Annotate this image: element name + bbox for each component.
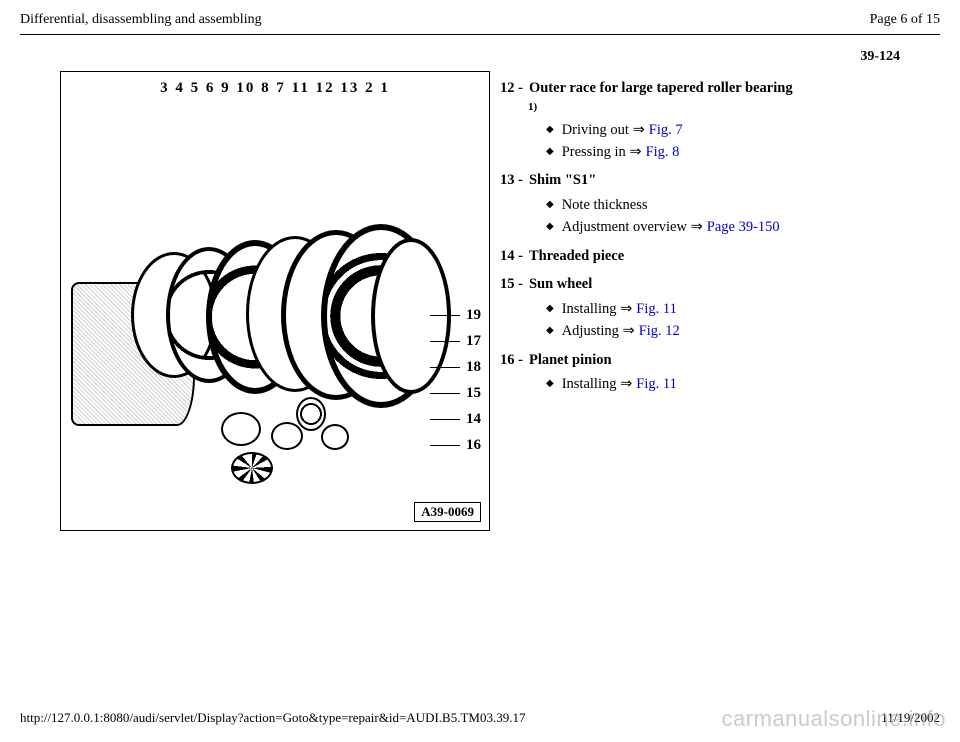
footer-url: http://127.0.0.1:8080/audi/servlet/Displ… — [20, 710, 525, 726]
figure-top-callouts: 3 4 5 6 9 10 8 7 11 12 13 2 1 — [61, 80, 489, 97]
figure-id-box: A39-0069 — [414, 502, 481, 522]
figure-drawing — [71, 102, 431, 462]
figure-callout: 18 — [430, 354, 481, 380]
parts-sublist-item: Adjusting ⇒ Fig. 12 — [546, 320, 900, 342]
doc-title: Differential, disassembling and assembli… — [20, 12, 262, 28]
parts-sublist-item: Installing ⇒ Fig. 11 — [546, 298, 900, 320]
watermark: carmanualsonline.info — [721, 706, 946, 732]
arrow-icon: ⇒ — [629, 144, 645, 160]
header-rule — [20, 34, 940, 35]
parts-list: 12 -Outer race for large tapered roller … — [500, 71, 900, 531]
parts-list-item: 16 -Planet pinion — [500, 349, 900, 371]
reference-link[interactable]: Fig. 11 — [636, 376, 677, 392]
reference-link[interactable]: Fig. 7 — [649, 122, 683, 138]
reference-link[interactable]: Fig. 11 — [636, 301, 677, 317]
section-number: 39-124 — [20, 49, 900, 65]
parts-list-item: 15 -Sun wheel — [500, 273, 900, 295]
figure-callout: 14 — [430, 406, 481, 432]
figure-callout: 19 — [430, 302, 481, 328]
parts-sublist-item: Pressing in ⇒ Fig. 8 — [546, 141, 900, 163]
figure-callout: 16 — [430, 432, 481, 458]
parts-list-item: 14 -Threaded piece — [500, 245, 900, 267]
parts-sublist-item: Adjustment overview ⇒ Page 39-150 — [546, 216, 900, 238]
reference-link[interactable]: Fig. 12 — [639, 323, 680, 339]
exploded-figure: 3 4 5 6 9 10 8 7 11 12 13 2 1 1917181514… — [60, 71, 490, 531]
parts-sublist-item: Driving out ⇒ Fig. 7 — [546, 119, 900, 141]
figure-side-callouts: 191718151416 — [430, 302, 481, 458]
parts-sublist: Installing ⇒ Fig. 11 — [546, 373, 900, 395]
arrow-icon: ⇒ — [623, 323, 639, 339]
reference-link[interactable]: Page 39-150 — [707, 219, 780, 235]
figure-callout: 17 — [430, 328, 481, 354]
figure-callout: 15 — [430, 380, 481, 406]
page-counter: Page 6 of 15 — [870, 12, 940, 28]
parts-sublist: Installing ⇒ Fig. 11Adjusting ⇒ Fig. 12 — [546, 298, 900, 343]
reference-link[interactable]: Fig. 8 — [646, 144, 680, 160]
parts-sublist: Driving out ⇒ Fig. 7Pressing in ⇒ Fig. 8 — [546, 119, 900, 164]
parts-sublist: Note thicknessAdjustment overview ⇒ Page… — [546, 194, 900, 239]
arrow-icon: ⇒ — [633, 122, 649, 138]
parts-sublist-item: Note thickness — [546, 194, 900, 216]
parts-list-item: 12 -Outer race for large tapered roller … — [500, 77, 900, 99]
parts-sublist-item: Installing ⇒ Fig. 11 — [546, 373, 900, 395]
arrow-icon: ⇒ — [620, 301, 636, 317]
parts-list-footnote: 1) — [528, 99, 900, 116]
arrow-icon: ⇒ — [691, 219, 707, 235]
parts-list-item: 13 -Shim "S1" — [500, 169, 900, 191]
arrow-icon: ⇒ — [620, 376, 636, 392]
